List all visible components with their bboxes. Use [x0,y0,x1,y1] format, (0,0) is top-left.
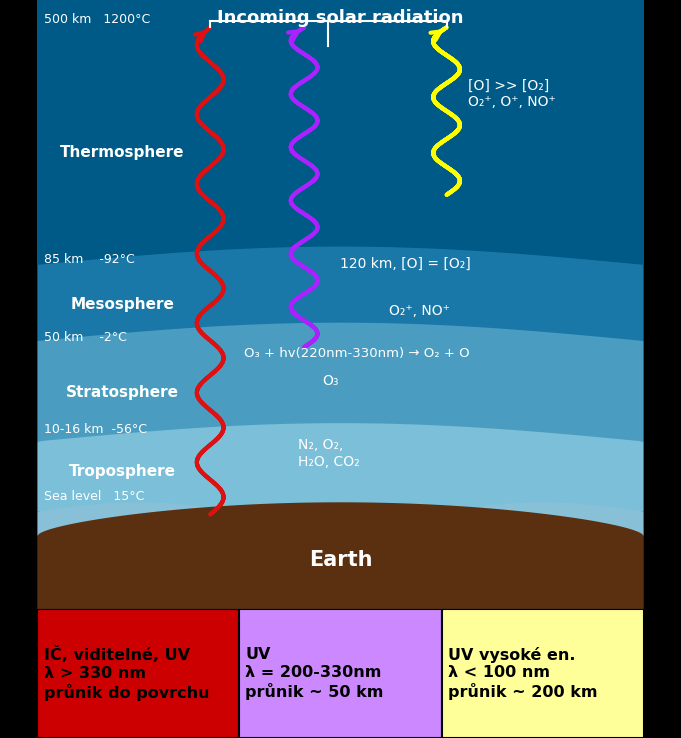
Text: Stratosphere: Stratosphere [66,385,179,400]
Text: 50 km    -2°C: 50 km -2°C [44,331,127,345]
Text: UV
λ = 200-330nm
průnik ~ 50 km: UV λ = 200-330nm průnik ~ 50 km [245,647,383,700]
Polygon shape [37,0,644,609]
Text: N₂, O₂,
H₂O, CO₂: N₂, O₂, H₂O, CO₂ [298,438,360,469]
Text: Troposphere: Troposphere [69,464,176,480]
Text: Thermosphere: Thermosphere [60,145,185,159]
Bar [442,609,644,738]
Bar [37,609,239,738]
Text: O₃ + hv(220nm-330nm) → O₂ + O: O₃ + hv(220nm-330nm) → O₂ + O [244,347,469,359]
Polygon shape [37,323,644,441]
Text: Earth: Earth [308,550,373,570]
Polygon shape [37,246,644,341]
Text: 500 km   1200°C: 500 km 1200°C [44,13,150,26]
Text: O₃: O₃ [322,373,339,387]
Text: [O] >> [O₂]
O₂⁺, O⁺, NO⁺: [O] >> [O₂] O₂⁺, O⁺, NO⁺ [468,79,556,109]
Text: IČ, viditelné, UV
λ > 330 nm
průnik do povrchu: IČ, viditelné, UV λ > 330 nm průnik do p… [44,646,209,700]
Text: Mesosphere: Mesosphere [70,297,174,312]
Text: 10-16 km  -56°C: 10-16 km -56°C [44,423,146,435]
Text: O₂⁺, NO⁺: O₂⁺, NO⁺ [389,303,450,317]
Text: UV vysoké en.
λ < 100 nm
průnik ~ 200 km: UV vysoké en. λ < 100 nm průnik ~ 200 km [448,646,597,700]
Text: Incoming solar radiation: Incoming solar radiation [217,9,464,27]
Text: 85 km    -92°C: 85 km -92°C [44,253,134,266]
Text: 120 km, [O] = [O₂]: 120 km, [O] = [O₂] [340,257,471,271]
Polygon shape [37,503,644,536]
Bar [239,609,442,738]
Polygon shape [37,423,644,511]
Polygon shape [37,503,644,609]
Text: Sea level   15°C: Sea level 15°C [44,490,144,503]
Polygon shape [37,0,644,265]
